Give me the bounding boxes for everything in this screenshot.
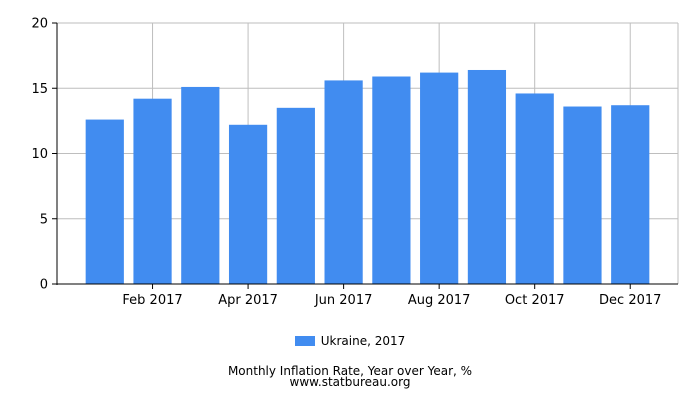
legend-swatch <box>294 336 315 346</box>
x-axis-ticks: Feb 2017 Apr 2017 Jun 2017 Aug 2017 Oct 2017… <box>122 284 661 308</box>
bar <box>85 119 124 284</box>
y-axis-ticks: 0 5 10 15 20 <box>31 17 57 293</box>
chart-subtitle: www.statbureau.org <box>289 375 411 389</box>
x-tick-label: Jun 2017 <box>314 293 373 308</box>
bar <box>515 93 554 284</box>
bar <box>563 106 602 285</box>
y-tick-label: 0 <box>40 278 48 293</box>
bar <box>372 76 411 284</box>
chart-title: Monthly Inflation Rate, Year over Year, … <box>227 364 473 378</box>
x-tick-label: Dec 2017 <box>599 293 661 308</box>
y-tick-label: 20 <box>31 17 48 32</box>
bar <box>611 105 650 284</box>
chart-svg: 0 5 10 15 20 Feb 2017 Apr 2017 Jun 2017 Aug 201… <box>31 17 679 308</box>
bar <box>133 98 172 284</box>
y-tick-label: 15 <box>31 82 48 97</box>
legend-label: Ukraine, 2017 <box>320 334 406 348</box>
bar <box>276 107 315 284</box>
bar <box>467 69 507 284</box>
bars <box>85 69 650 285</box>
bar <box>181 86 220 284</box>
x-tick-label: Feb 2017 <box>122 293 182 308</box>
x-tick-label: Apr 2017 <box>218 293 278 308</box>
bar <box>228 124 268 284</box>
x-tick-label: Oct 2017 <box>505 293 565 308</box>
y-tick-label: 10 <box>31 147 48 162</box>
x-tick-label: Aug 2017 <box>408 293 471 308</box>
y-tick-label: 5 <box>40 212 48 227</box>
bar <box>420 72 459 284</box>
bar <box>324 80 363 284</box>
legend: Ukraine, 2017 <box>0 332 700 350</box>
